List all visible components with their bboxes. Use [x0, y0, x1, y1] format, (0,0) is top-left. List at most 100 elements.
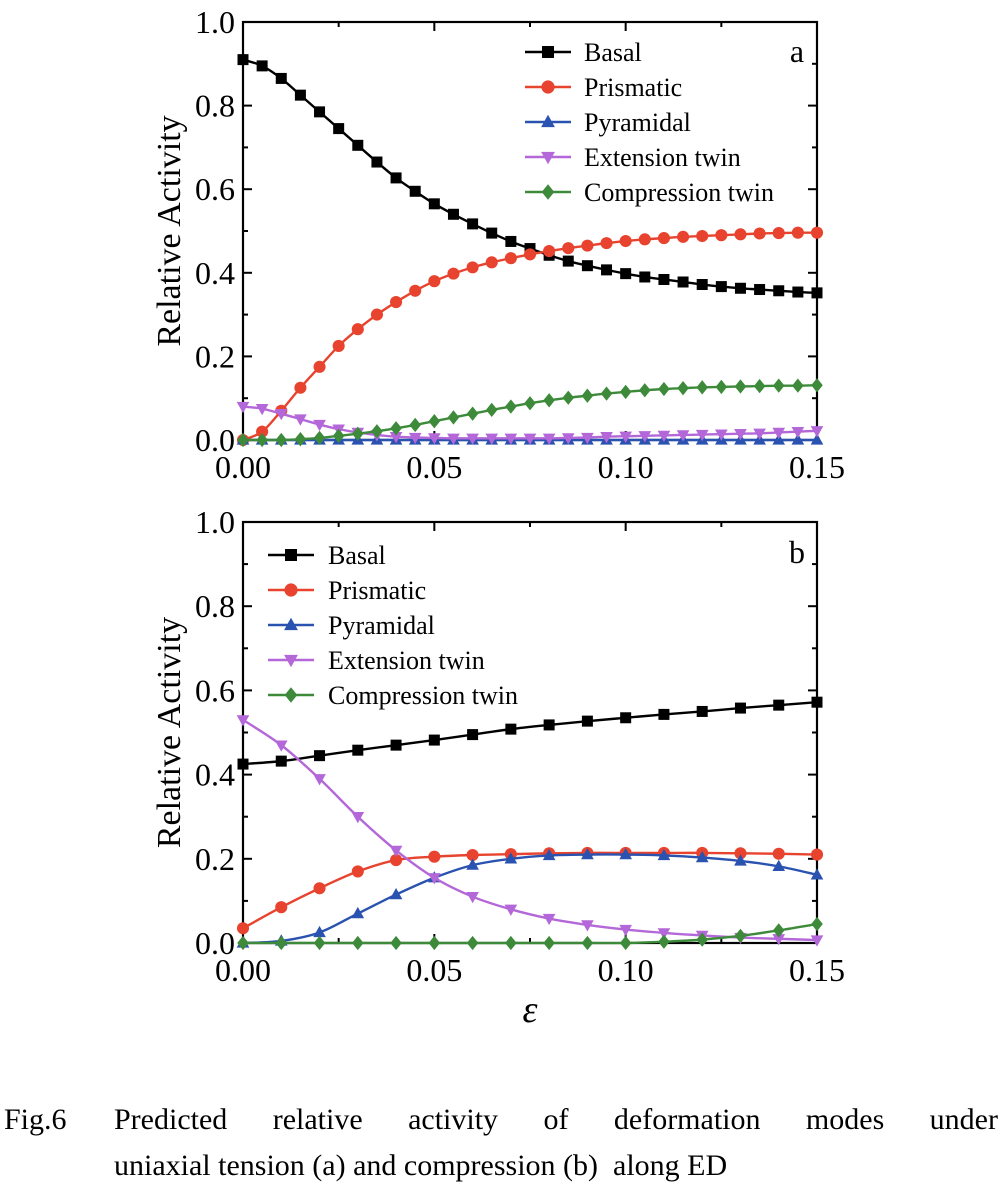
data-point: [466, 892, 479, 904]
data-point: [638, 431, 652, 443]
data-point: [466, 406, 479, 421]
x-tick-label: 0.10: [598, 952, 654, 988]
data-point: [753, 227, 766, 240]
data-point: [696, 380, 708, 395]
data-point: [390, 296, 403, 309]
series-line: [242, 853, 818, 945]
data-point: [542, 848, 556, 861]
legend-entry: Compression twin: [525, 178, 774, 207]
y-axis-label: Relative Activity: [151, 617, 188, 848]
data-point: [811, 287, 823, 299]
data-point: [390, 739, 402, 751]
legend-marker: [284, 617, 298, 631]
data-point: [542, 913, 556, 926]
data-point: [773, 285, 785, 297]
data-point: [428, 275, 441, 288]
data-point: [294, 381, 307, 394]
data-point: [485, 433, 499, 445]
data-point: [236, 401, 250, 414]
data-point: [619, 935, 632, 951]
y-tick-label: 0.8: [195, 588, 235, 624]
data-point: [505, 399, 517, 414]
data-point: [620, 268, 632, 280]
data-point: [773, 699, 785, 711]
data-point: [389, 887, 403, 900]
legend-marker: [542, 46, 554, 58]
data-point: [581, 388, 594, 403]
caption-line-1: Predicted relative activity of deformati…: [114, 1103, 998, 1136]
series-compression-twin: [237, 378, 823, 448]
x-tick-label: 0.15: [789, 952, 845, 988]
data-point: [505, 235, 517, 247]
data-point: [581, 260, 593, 272]
y-tick-label: 0.4: [195, 255, 235, 291]
legend-entry: Pyramidal: [268, 611, 435, 640]
caption-number: Fig.6: [4, 1103, 67, 1136]
data-point: [428, 935, 441, 951]
data-point: [715, 379, 728, 395]
data-point: [352, 744, 364, 756]
data-point: [332, 339, 345, 353]
data-point: [753, 428, 766, 440]
data-point: [792, 378, 804, 393]
data-point: [371, 156, 383, 168]
legend-label: Pyramidal: [584, 108, 691, 137]
data-point: [600, 237, 613, 250]
data-point: [256, 60, 268, 72]
data-point: [466, 848, 479, 862]
series-compression-twin: [237, 916, 823, 951]
data-point: [734, 854, 747, 866]
series-line: [242, 922, 818, 945]
series-prismatic: [236, 846, 824, 935]
data-point: [447, 410, 460, 425]
data-point: [772, 227, 785, 240]
data-point: [428, 198, 440, 210]
panel-label: b: [789, 534, 805, 570]
legend-label: Pyramidal: [328, 611, 435, 640]
data-point: [313, 935, 326, 951]
y-axis-label: Relative Activity: [151, 115, 188, 346]
y-tick-label: 0.8: [195, 88, 235, 124]
data-point: [352, 426, 364, 441]
series-line: [242, 718, 818, 942]
data-point: [505, 723, 517, 735]
data-point: [734, 702, 746, 714]
data-point: [543, 393, 555, 408]
data-point: [371, 424, 383, 439]
legend-label: Compression twin: [328, 681, 518, 710]
legend-marker: [285, 549, 297, 561]
legend-entry: Compression twin: [268, 681, 518, 710]
plot-frame: [241, 20, 819, 442]
data-point: [466, 261, 479, 274]
data-point: [237, 935, 249, 951]
data-point: [600, 431, 613, 444]
data-point: [810, 935, 824, 947]
data-point: [542, 433, 556, 445]
data-point: [352, 139, 364, 151]
data-point: [657, 430, 671, 443]
data-point: [236, 922, 250, 935]
y-tick-label: 0.4: [195, 757, 235, 793]
data-point: [772, 847, 785, 860]
data-point: [447, 267, 460, 280]
series-line: [242, 700, 818, 766]
data-point: [695, 850, 709, 863]
data-point: [696, 279, 708, 291]
series-basal: [237, 696, 823, 770]
data-point: [524, 396, 536, 411]
data-point: [313, 774, 326, 786]
legend-marker: [284, 654, 298, 668]
data-point: [408, 432, 422, 445]
data-point: [467, 729, 479, 741]
x-axis-label: ε: [523, 989, 538, 1031]
data-point: [715, 281, 727, 293]
data-point: [639, 271, 651, 283]
data-point: [543, 935, 555, 951]
legend-marker: [284, 583, 298, 597]
data-point: [619, 924, 632, 937]
y-tick-label: 0.0: [195, 925, 235, 961]
series-pyramidal: [236, 847, 824, 948]
data-point: [428, 734, 440, 746]
data-point: [696, 932, 708, 947]
data-point: [810, 868, 824, 880]
